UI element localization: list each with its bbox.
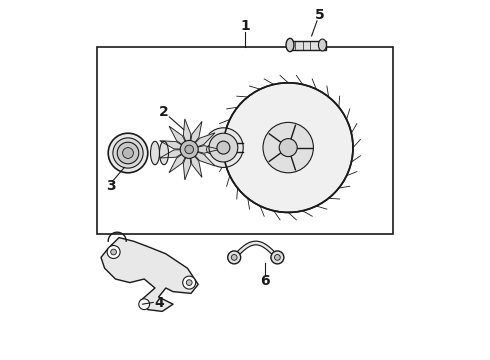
Circle shape (113, 138, 143, 168)
Text: 6: 6 (260, 274, 270, 288)
Polygon shape (189, 149, 215, 166)
Circle shape (186, 280, 192, 285)
Circle shape (217, 141, 230, 154)
Circle shape (122, 148, 133, 158)
Circle shape (228, 251, 241, 264)
Polygon shape (189, 149, 202, 177)
Polygon shape (101, 238, 198, 311)
Circle shape (209, 133, 238, 162)
Polygon shape (189, 145, 220, 153)
Circle shape (200, 139, 221, 160)
Circle shape (117, 142, 139, 164)
Polygon shape (189, 122, 202, 149)
Polygon shape (189, 133, 215, 149)
Polygon shape (169, 126, 189, 149)
Circle shape (263, 122, 314, 173)
Circle shape (139, 299, 149, 310)
Circle shape (271, 251, 284, 264)
Polygon shape (169, 149, 189, 172)
Polygon shape (160, 149, 189, 158)
Circle shape (204, 128, 243, 167)
Circle shape (183, 276, 196, 289)
Circle shape (107, 246, 120, 258)
Ellipse shape (150, 141, 160, 165)
Ellipse shape (286, 39, 294, 52)
Bar (290, 41, 326, 50)
Circle shape (223, 83, 353, 212)
Circle shape (274, 255, 280, 260)
Text: 1: 1 (240, 19, 250, 33)
Bar (98, 47, 392, 234)
Polygon shape (183, 119, 191, 149)
Circle shape (108, 133, 148, 173)
Circle shape (231, 255, 237, 260)
Ellipse shape (318, 39, 326, 51)
Circle shape (180, 140, 198, 158)
Circle shape (279, 139, 297, 157)
Text: 3: 3 (106, 179, 116, 193)
Text: 4: 4 (154, 296, 164, 310)
Circle shape (185, 145, 194, 154)
Polygon shape (183, 149, 191, 180)
Text: 5: 5 (315, 8, 324, 22)
Polygon shape (160, 141, 189, 149)
Circle shape (111, 249, 117, 255)
Text: 2: 2 (159, 105, 169, 118)
Ellipse shape (160, 141, 169, 165)
